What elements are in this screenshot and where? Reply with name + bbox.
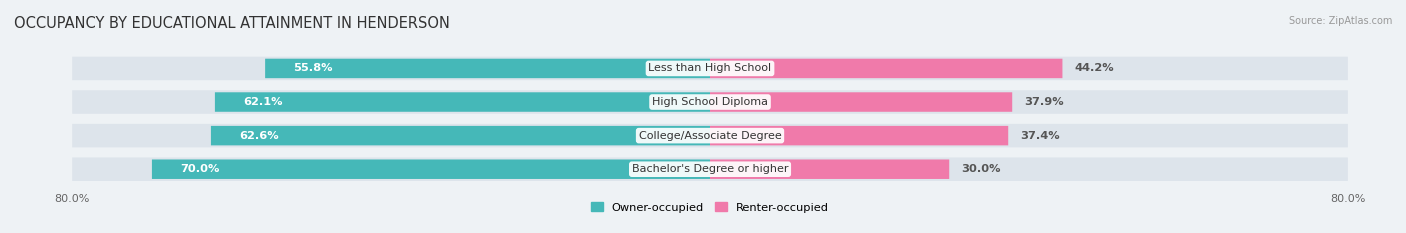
FancyBboxPatch shape xyxy=(266,59,710,78)
Text: 62.6%: 62.6% xyxy=(239,131,278,141)
FancyBboxPatch shape xyxy=(211,126,710,145)
Text: Less than High School: Less than High School xyxy=(648,63,772,73)
Text: 70.0%: 70.0% xyxy=(180,164,219,174)
FancyBboxPatch shape xyxy=(72,124,1348,147)
Text: 62.1%: 62.1% xyxy=(243,97,283,107)
Text: 37.9%: 37.9% xyxy=(1024,97,1064,107)
Legend: Owner-occupied, Renter-occupied: Owner-occupied, Renter-occupied xyxy=(586,198,834,217)
FancyBboxPatch shape xyxy=(215,92,710,112)
FancyBboxPatch shape xyxy=(152,159,710,179)
Text: 30.0%: 30.0% xyxy=(962,164,1001,174)
FancyBboxPatch shape xyxy=(710,159,949,179)
Text: 37.4%: 37.4% xyxy=(1021,131,1060,141)
Text: High School Diploma: High School Diploma xyxy=(652,97,768,107)
Text: Bachelor's Degree or higher: Bachelor's Degree or higher xyxy=(631,164,789,174)
Text: Source: ZipAtlas.com: Source: ZipAtlas.com xyxy=(1288,16,1392,26)
Text: OCCUPANCY BY EDUCATIONAL ATTAINMENT IN HENDERSON: OCCUPANCY BY EDUCATIONAL ATTAINMENT IN H… xyxy=(14,16,450,31)
FancyBboxPatch shape xyxy=(710,59,1063,78)
FancyBboxPatch shape xyxy=(710,126,1008,145)
Text: 55.8%: 55.8% xyxy=(292,63,333,73)
Text: 44.2%: 44.2% xyxy=(1074,63,1114,73)
Text: College/Associate Degree: College/Associate Degree xyxy=(638,131,782,141)
FancyBboxPatch shape xyxy=(72,158,1348,181)
FancyBboxPatch shape xyxy=(72,90,1348,114)
FancyBboxPatch shape xyxy=(72,57,1348,80)
FancyBboxPatch shape xyxy=(710,92,1012,112)
